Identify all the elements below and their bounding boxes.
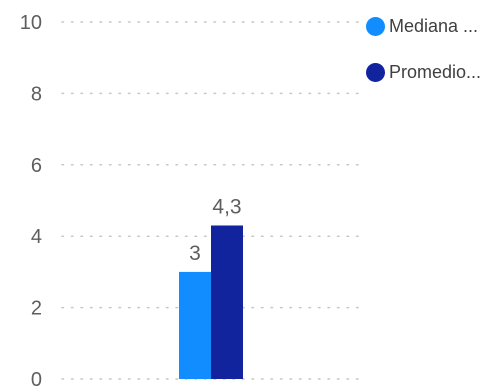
y-tick-label: 4 — [31, 226, 42, 248]
bar-series-0[interactable] — [179, 271, 211, 379]
legend-item-promedio[interactable]: Promedio... — [366, 60, 500, 84]
y-tick-label: 10 — [20, 12, 42, 34]
bar-series-1[interactable] — [211, 225, 243, 379]
legend-label-mediana: Mediana ... — [389, 15, 479, 36]
legend-item-mediana[interactable]: Mediana ... — [366, 14, 500, 38]
legend-swatch-mediana — [366, 16, 385, 36]
y-tick-label: 0 — [31, 369, 42, 388]
legend-label-promedio: Promedio... — [389, 61, 482, 82]
legend-swatch-promedio — [366, 62, 385, 82]
legend: Mediana ... Promedio... — [366, 14, 500, 106]
y-tick-label: 6 — [31, 155, 42, 177]
data-label-series-1: 4,3 — [212, 195, 241, 218]
data-label-series-0: 3 — [189, 242, 201, 265]
y-tick-label: 8 — [31, 83, 42, 105]
y-tick-label: 2 — [31, 298, 42, 320]
